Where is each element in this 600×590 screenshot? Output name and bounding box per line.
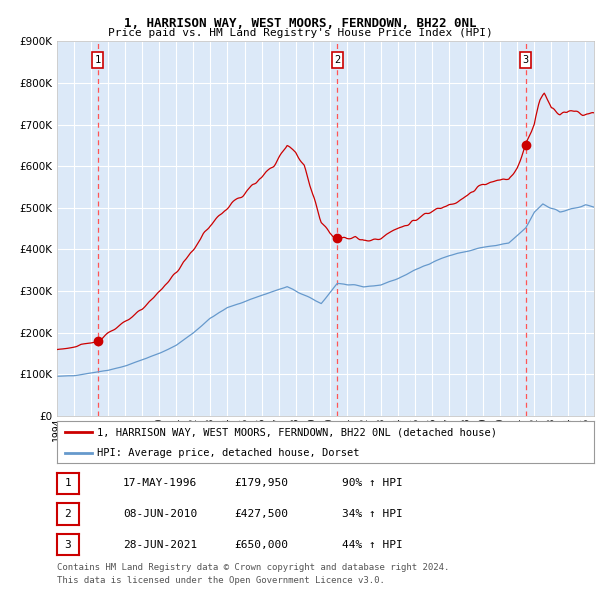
Text: 17-MAY-1996: 17-MAY-1996 bbox=[123, 478, 197, 488]
Text: 2: 2 bbox=[334, 55, 340, 65]
Text: HPI: Average price, detached house, Dorset: HPI: Average price, detached house, Dors… bbox=[97, 448, 360, 457]
Text: 1: 1 bbox=[94, 55, 101, 65]
Text: 44% ↑ HPI: 44% ↑ HPI bbox=[342, 540, 403, 549]
Text: 1, HARRISON WAY, WEST MOORS, FERNDOWN, BH22 0NL (detached house): 1, HARRISON WAY, WEST MOORS, FERNDOWN, B… bbox=[97, 427, 497, 437]
Text: £179,950: £179,950 bbox=[234, 478, 288, 488]
Text: 28-JUN-2021: 28-JUN-2021 bbox=[123, 540, 197, 549]
Text: 1: 1 bbox=[64, 478, 71, 488]
Text: 3: 3 bbox=[64, 540, 71, 549]
Text: 08-JUN-2010: 08-JUN-2010 bbox=[123, 509, 197, 519]
Text: This data is licensed under the Open Government Licence v3.0.: This data is licensed under the Open Gov… bbox=[57, 576, 385, 585]
Text: 90% ↑ HPI: 90% ↑ HPI bbox=[342, 478, 403, 488]
Text: 2: 2 bbox=[64, 509, 71, 519]
Text: £650,000: £650,000 bbox=[234, 540, 288, 549]
Text: Contains HM Land Registry data © Crown copyright and database right 2024.: Contains HM Land Registry data © Crown c… bbox=[57, 563, 449, 572]
Text: 3: 3 bbox=[523, 55, 529, 65]
Text: £427,500: £427,500 bbox=[234, 509, 288, 519]
Text: 1, HARRISON WAY, WEST MOORS, FERNDOWN, BH22 0NL: 1, HARRISON WAY, WEST MOORS, FERNDOWN, B… bbox=[124, 17, 476, 30]
Text: 34% ↑ HPI: 34% ↑ HPI bbox=[342, 509, 403, 519]
Text: Price paid vs. HM Land Registry's House Price Index (HPI): Price paid vs. HM Land Registry's House … bbox=[107, 28, 493, 38]
